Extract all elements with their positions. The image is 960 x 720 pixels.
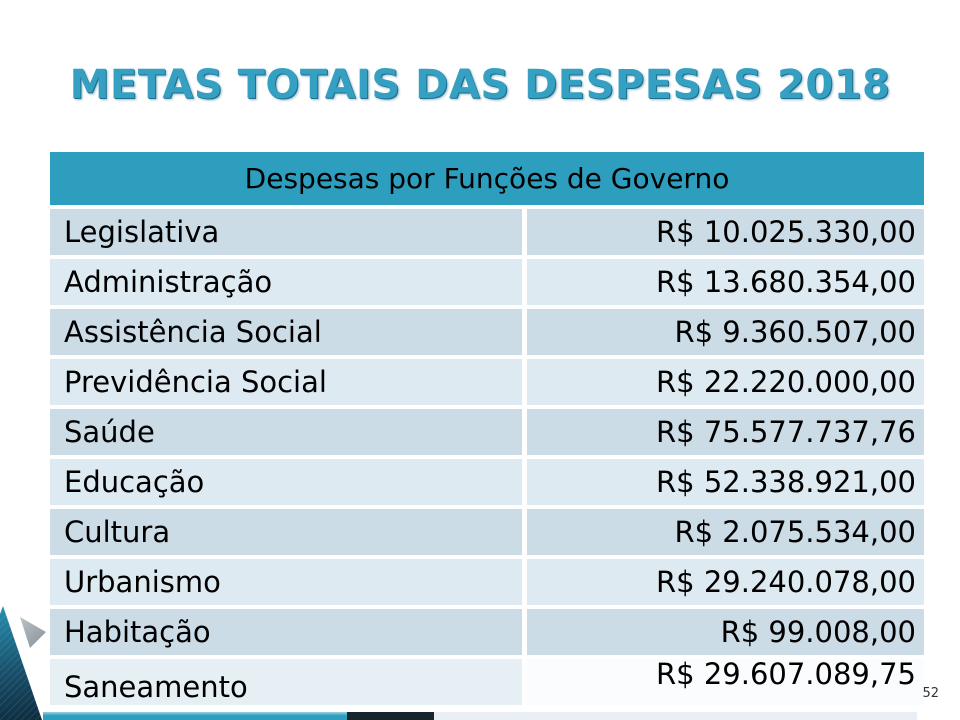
- slide-title: METAS TOTAIS DAS DESPESAS 2018: [69, 62, 891, 108]
- table-row: Habitação R$ 99.008,00: [50, 609, 924, 655]
- function-name-cell: Urbanismo: [50, 559, 522, 605]
- table-row: Educação R$ 52.338.921,00: [50, 459, 924, 505]
- expenses-table: Despesas por Funções de Governo Legislat…: [50, 152, 924, 705]
- function-value-cell: R$ 99.008,00: [527, 609, 924, 655]
- table-row: Administração R$ 13.680.354,00: [50, 259, 924, 305]
- function-value-cell: R$ 22.220.000,00: [527, 359, 924, 405]
- function-name-cell: Administração: [50, 259, 522, 305]
- function-value-cell: R$ 29.240.078,00: [527, 559, 924, 605]
- page-number: 52: [922, 686, 939, 701]
- table-body: Legislativa R$ 10.025.330,00 Administração…: [50, 209, 924, 705]
- table-row: Legislativa R$ 10.025.330,00: [50, 209, 924, 255]
- table-row: Cultura R$ 2.075.534,00: [50, 509, 924, 555]
- function-name-cell: Assistência Social: [50, 309, 522, 355]
- function-value-cell: R$ 13.680.354,00: [527, 259, 924, 305]
- function-value-cell: R$ 9.360.507,00: [527, 309, 924, 355]
- function-value-cell: R$ 2.075.534,00: [527, 509, 924, 555]
- function-name-cell: Educação: [50, 459, 522, 505]
- function-value-cell: R$ 52.338.921,00: [527, 459, 924, 505]
- table-row: Saneamento R$ 29.607.089,75: [50, 659, 924, 705]
- table-row: Assistência Social R$ 9.360.507,00: [50, 309, 924, 355]
- function-name-cell: Legislativa: [50, 209, 522, 255]
- function-value-cell: R$ 75.577.737,76: [527, 409, 924, 455]
- table-row: Previdência Social R$ 22.220.000,00: [50, 359, 924, 405]
- corner-wedge-accent: [20, 617, 46, 648]
- function-name-cell: Previdência Social: [50, 359, 522, 405]
- table-header: Despesas por Funções de Governo: [50, 152, 924, 205]
- bottom-strip-dark: [347, 712, 434, 720]
- bottom-strip-light: [434, 712, 917, 720]
- function-name-cell: Habitação: [50, 609, 522, 655]
- function-value-cell: R$ 29.607.089,75: [527, 659, 924, 705]
- function-value-cell: R$ 10.025.330,00: [527, 209, 924, 255]
- table-row: Saúde R$ 75.577.737,76: [50, 409, 924, 455]
- function-name-cell: Saúde: [50, 409, 522, 455]
- table-row: Urbanismo R$ 29.240.078,00: [50, 559, 924, 605]
- bottom-strip-teal: [43, 712, 347, 720]
- function-name-cell: Saneamento: [50, 659, 522, 705]
- function-name-cell: Cultura: [50, 509, 522, 555]
